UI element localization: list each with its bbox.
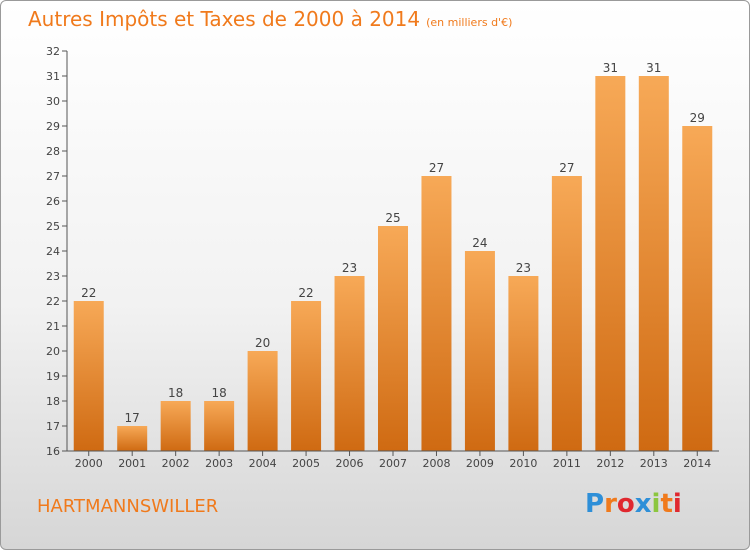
y-tick-label: 27 [46,170,60,183]
y-tick-label: 20 [46,345,60,358]
y-tick-label: 29 [46,120,60,133]
bar [464,251,495,451]
bar [378,226,408,451]
bar [117,426,148,451]
y-tick-label: 26 [46,195,60,208]
data-label: 31 [646,61,661,75]
bars: 22 17 18 18 20 22 23 25 27 24 23 27 31 31 29 [73,61,713,451]
logo-letter: x [634,489,652,519]
data-label: 23 [342,261,357,275]
bar [160,401,191,451]
bar [247,351,278,451]
bar [551,176,582,451]
y-tick-label: 30 [46,95,60,108]
x-tick-label: 2005 [292,457,320,470]
title-text: Autres Impôts et Taxes de 2000 à 2014 [28,7,421,31]
y-tick-label: 21 [46,320,60,333]
x-tick-label: 2007 [379,457,407,470]
y-axis: 16 17 18 19 20 21 22 23 24 25 26 27 28 29 30 31 32 [46,45,68,458]
data-label: 18 [211,386,226,400]
x-axis: 2000 2001 2002 2003 2004 2005 2006 2007 2008 2009… [67,450,719,470]
y-tick-label: 18 [46,395,60,408]
data-label: 18 [168,386,183,400]
data-label: 27 [559,161,574,175]
x-tick-label: 2010 [509,457,537,470]
data-label: 27 [429,161,444,175]
y-tick-label: 17 [46,420,60,433]
bar [508,276,539,451]
bar [595,76,626,451]
x-tick-label: 2011 [553,457,581,470]
logo-letter: i [651,489,661,519]
data-label: 20 [255,336,270,350]
data-label: 23 [516,261,531,275]
bar [73,301,104,451]
chart-title: Autres Impôts et Taxes de 2000 à 2014 (en… [28,7,512,31]
bar [334,276,365,451]
x-tick-label: 2003 [205,457,233,470]
x-tick-label: 2009 [466,457,494,470]
y-tick-label: 31 [46,70,60,83]
y-tick-label: 16 [46,445,60,458]
y-tick-label: 28 [46,145,60,158]
logo-letter: i [672,489,682,519]
x-tick-label: 2004 [249,457,277,470]
logo-letter: P [585,489,605,519]
x-tick-label: 2008 [422,457,450,470]
y-tick-label: 25 [46,220,60,233]
bar [682,126,713,451]
unit-note: (en milliers d'€) [426,16,513,29]
y-tick-label: 23 [46,270,60,283]
proxiti-logo: Proxiti [585,489,682,519]
bar [291,301,322,451]
x-tick-label: 2013 [640,457,668,470]
data-label: 31 [603,61,618,75]
x-tick-label: 2006 [336,457,364,470]
data-label: 29 [690,111,705,125]
data-label: 22 [81,286,96,300]
x-tick-label: 2012 [596,457,624,470]
x-tick-label: 2001 [118,457,146,470]
data-label: 24 [472,236,487,250]
logo-letter: o [616,489,635,519]
x-tick-label: 2000 [75,457,103,470]
data-label: 17 [125,411,140,425]
x-tick-label: 2002 [162,457,190,470]
y-tick-label: 19 [46,370,60,383]
data-label: 25 [385,211,400,225]
x-tick-label: 2014 [683,457,711,470]
bar [638,76,669,451]
commune-name: HARTMANNSWILLER [37,496,219,517]
y-tick-label: 24 [46,245,60,258]
data-label: 22 [298,286,313,300]
bar [421,176,452,451]
logo-letter: r [604,489,617,519]
y-tick-label: 32 [46,45,60,58]
y-tick-label: 22 [46,295,60,308]
logo-letter: t [660,489,673,519]
bar [204,401,235,451]
